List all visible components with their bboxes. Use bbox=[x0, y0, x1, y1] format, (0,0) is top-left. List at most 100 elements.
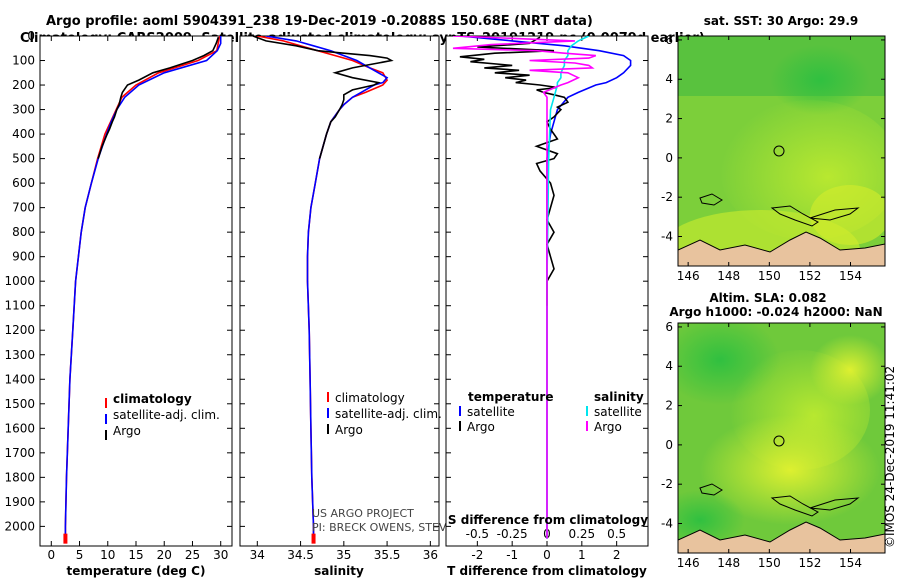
depth-tick-label: 1500 bbox=[4, 397, 35, 411]
depth-tick-label: 0 bbox=[27, 29, 35, 43]
sla-island-east bbox=[809, 497, 860, 511]
t-diff-xlabel: T difference from climatology bbox=[447, 564, 647, 578]
sst-map-title: sat. SST: 30 Argo: 29.9 bbox=[704, 14, 858, 28]
temperature-xlabel: temperature (deg C) bbox=[67, 564, 206, 578]
salinity-panel: 34 34.5 35 35.5 36 salinity climatology sate… bbox=[239, 35, 557, 578]
depth-tick-label: 1200 bbox=[4, 323, 35, 337]
depth-tick-label: 1000 bbox=[4, 274, 35, 288]
salinity-xlabel: salinity bbox=[314, 564, 364, 578]
depth-tick-label: 1400 bbox=[4, 372, 35, 386]
x-tick-label-salinity: 0.5 bbox=[607, 527, 626, 541]
map-y-tick-label: 4 bbox=[665, 72, 673, 86]
sla-island-coast bbox=[699, 483, 723, 496]
annotation-project: US ARGO PROJECT bbox=[312, 507, 414, 520]
depth-tick-label: 1100 bbox=[4, 299, 35, 313]
depth-tick-label: 200 bbox=[12, 78, 35, 92]
x-tick-label: -1 bbox=[506, 548, 518, 562]
map-x-tick-label: 154 bbox=[839, 556, 862, 570]
x-tick-label: 34.5 bbox=[287, 548, 314, 562]
sst-island-coast bbox=[699, 193, 723, 206]
legend-label-t-argo: Argo bbox=[467, 420, 495, 434]
depth-tick-label: 100 bbox=[12, 54, 35, 68]
sst-warm-east bbox=[810, 185, 885, 245]
x-tick-label: -2 bbox=[471, 548, 483, 562]
sla-high-ne bbox=[810, 335, 885, 405]
sst-cool-patch bbox=[770, 45, 870, 115]
map-x-tick-label: 154 bbox=[839, 269, 862, 283]
temperature-legend: climatology satellite-adj. clim. Argo bbox=[105, 392, 220, 440]
series-line-argo bbox=[97, 36, 220, 159]
sst-island-new-ireland bbox=[770, 205, 819, 227]
map-y-tick-label: -2 bbox=[661, 190, 673, 204]
x-tick-label: 35.5 bbox=[374, 548, 401, 562]
sla-map-title: Altim. SLA: 0.082 bbox=[709, 291, 826, 305]
sla-high-south bbox=[700, 415, 880, 525]
map-x-tick-label: 148 bbox=[717, 269, 740, 283]
map-y-tick-label: 4 bbox=[665, 359, 673, 373]
map-x-tick-label: 150 bbox=[758, 556, 781, 570]
map-y-tick-label: -4 bbox=[661, 230, 673, 244]
x-tick-label-salinity: 0.25 bbox=[568, 527, 595, 541]
legend-label-argo: Argo bbox=[335, 423, 363, 437]
difference-panel: -2 -1 0 1 2-0.5 -0.25 0 0.25 0.5 T difference fr… bbox=[445, 35, 649, 578]
sla-map-subtitle: Argo h1000: -0.024 h2000: NaN bbox=[669, 305, 882, 319]
sst-island-east bbox=[809, 207, 860, 221]
series-line-t-argo bbox=[459, 36, 570, 306]
map-x-tick-label: 148 bbox=[717, 556, 740, 570]
map-y-tick-label: 2 bbox=[665, 112, 673, 126]
legend-label-satellite: satellite-adj. clim. bbox=[113, 408, 220, 422]
series-line-s-argo bbox=[452, 36, 597, 539]
x-tick-label: 15 bbox=[128, 548, 143, 562]
map-x-tick-label: 152 bbox=[798, 269, 821, 283]
sla-argo-location bbox=[773, 435, 785, 447]
x-tick-label: 36 bbox=[423, 548, 438, 562]
x-tick-label: 10 bbox=[100, 548, 115, 562]
x-tick-label: 25 bbox=[185, 548, 200, 562]
x-tick-label: 1 bbox=[578, 548, 586, 562]
series-line-satellite-adj-clim- bbox=[64, 36, 222, 539]
series-line-s-satellite bbox=[546, 36, 590, 539]
x-tick-label: 30 bbox=[213, 548, 228, 562]
sst-land-new-guinea bbox=[678, 231, 885, 266]
x-tick-label: 2 bbox=[613, 548, 621, 562]
legend-heading-salinity: salinity bbox=[594, 390, 644, 404]
map-x-tick-label: 152 bbox=[798, 556, 821, 570]
depth-tick-label: 700 bbox=[12, 201, 35, 215]
map-y-tick-label: 6 bbox=[665, 320, 673, 334]
sst-argo-location bbox=[773, 145, 785, 157]
depth-tick-label: 1900 bbox=[4, 495, 35, 509]
legend-label-t-satellite: satellite bbox=[467, 405, 515, 419]
imos-stamp: ©IMOS 24-Dec-2019 11:41:02 bbox=[883, 366, 897, 548]
depth-tick-label: 300 bbox=[12, 103, 35, 117]
series-line-argo bbox=[252, 36, 394, 159]
map-x-tick-label: 150 bbox=[758, 269, 781, 283]
s-diff-xlabel: S difference from climatology bbox=[448, 513, 648, 527]
legend-label-climatology: climatology bbox=[113, 392, 192, 406]
x-tick-label: 0 bbox=[47, 548, 55, 562]
series-end-marker bbox=[311, 533, 316, 544]
figure-title-line-1: Argo profile: aoml 5904391_238 19-Dec-20… bbox=[46, 14, 593, 29]
depth-tick-label: 600 bbox=[12, 176, 35, 190]
legend-label-s-argo: Argo bbox=[594, 420, 622, 434]
sla-map: Altim. SLA: 0.082 Argo h1000: -0.024 h20… bbox=[661, 291, 886, 570]
x-tick-label-salinity: -0.25 bbox=[497, 527, 528, 541]
map-x-tick-label: 146 bbox=[677, 556, 700, 570]
sla-land-new-guinea bbox=[678, 521, 885, 553]
depth-tick-label: 800 bbox=[12, 225, 35, 239]
legend-label-s-satellite: satellite bbox=[594, 405, 642, 419]
depth-tick-label: 1800 bbox=[4, 470, 35, 484]
legend-label-argo: Argo bbox=[113, 424, 141, 438]
x-tick-label: 0 bbox=[543, 548, 551, 562]
depth-tick-label: 2000 bbox=[4, 519, 35, 533]
depth-tick-label: 1600 bbox=[4, 421, 35, 435]
salinity-legend: climatology satellite-adj. clim. Argo bbox=[327, 391, 442, 437]
map-y-tick-label: 0 bbox=[665, 438, 673, 452]
map-y-tick-label: -4 bbox=[661, 517, 673, 531]
depth-tick-label: 1700 bbox=[4, 446, 35, 460]
map-y-tick-label: 6 bbox=[665, 33, 673, 47]
temperature-panel: 0 5 10 15 20 25 30 0 100 200 300 400 500 600 700 800 90… bbox=[4, 29, 233, 578]
map-x-tick-label: 146 bbox=[677, 269, 700, 283]
x-tick-label: 20 bbox=[157, 548, 172, 562]
legend-label-climatology: climatology bbox=[335, 391, 405, 405]
